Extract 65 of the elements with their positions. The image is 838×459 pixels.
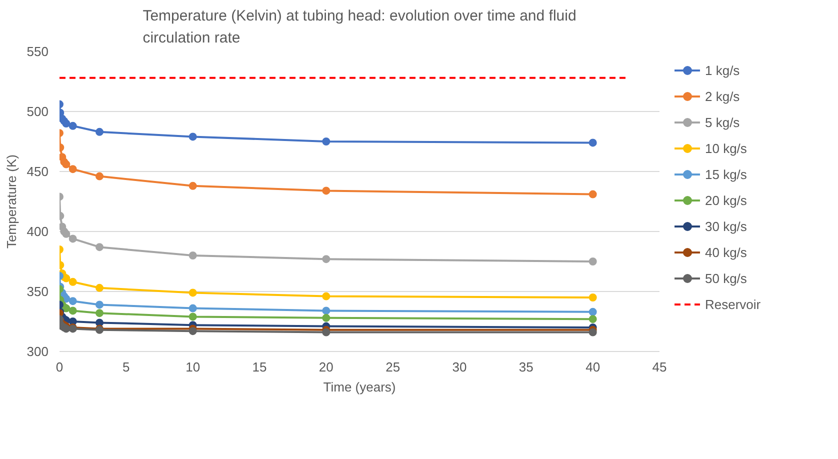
point (96, 243, 104, 252)
point (68, 297, 77, 306)
legend-label: 50 kg/s (705, 270, 747, 286)
legend-label: 20 kg/s (705, 192, 747, 208)
point (588, 190, 597, 198)
point (322, 314, 330, 322)
x-tick-label: 40 (586, 360, 600, 374)
point (322, 186, 330, 195)
point (322, 306, 330, 315)
x-tick-label: 10 (186, 360, 200, 374)
point (322, 255, 330, 264)
legend-label: Reservoir (705, 296, 761, 312)
point (68, 165, 77, 174)
x-tick-label: 5 (122, 360, 130, 374)
point (96, 172, 104, 180)
point (588, 294, 597, 302)
legend-label: 30 kg/s (705, 218, 747, 234)
x-tick-label: 20 (318, 360, 334, 374)
point (188, 288, 197, 297)
point (62, 230, 70, 238)
x-tick-label: 25 (386, 360, 400, 374)
point (188, 252, 197, 260)
legend-label: 15 kg/s (705, 166, 747, 182)
y-tick-label: 450 (26, 164, 49, 179)
x-tick-label: 45 (652, 360, 667, 374)
x-tick-label: 0 (56, 360, 64, 374)
point (62, 120, 70, 128)
y-tick-label: 550 (26, 44, 49, 59)
point (188, 312, 197, 321)
point (96, 309, 104, 318)
point (322, 138, 330, 146)
point (588, 138, 597, 147)
point (68, 122, 77, 130)
legend-label: 2 kg/s (705, 88, 740, 104)
legend-label: 5 kg/s (705, 114, 740, 130)
point (68, 234, 77, 243)
chart-title: Temperature (Kelvin) at tubing head: evolution over time and fluid circulation rate (142, 7, 576, 46)
y-axis-title: Temperature (K) (4, 154, 19, 248)
point (62, 160, 70, 168)
point (68, 278, 77, 286)
legend-label: 1 kg/s (705, 62, 740, 78)
x-tick-label: 35 (518, 360, 534, 374)
point (96, 284, 104, 292)
point (588, 308, 597, 316)
point (588, 328, 597, 336)
legend-label: 40 kg/s (705, 244, 747, 260)
point (188, 182, 197, 190)
x-tick-label: 15 (252, 360, 267, 374)
legend-label: 10 kg/s (705, 140, 747, 156)
y-tick-label: 350 (26, 284, 49, 299)
y-tick-label: 400 (26, 224, 49, 239)
point (322, 328, 330, 336)
point (322, 292, 330, 300)
y-tick-label: 500 (26, 104, 49, 119)
point (188, 132, 197, 141)
point (588, 315, 597, 324)
x-axis-title: Time (years) (323, 380, 396, 394)
point (588, 258, 597, 266)
point (188, 304, 197, 312)
point (188, 327, 197, 336)
point (68, 306, 77, 315)
x-tick-label: 30 (452, 360, 467, 374)
point (96, 300, 104, 309)
y-tick-label: 300 (26, 344, 49, 359)
point (96, 128, 104, 136)
